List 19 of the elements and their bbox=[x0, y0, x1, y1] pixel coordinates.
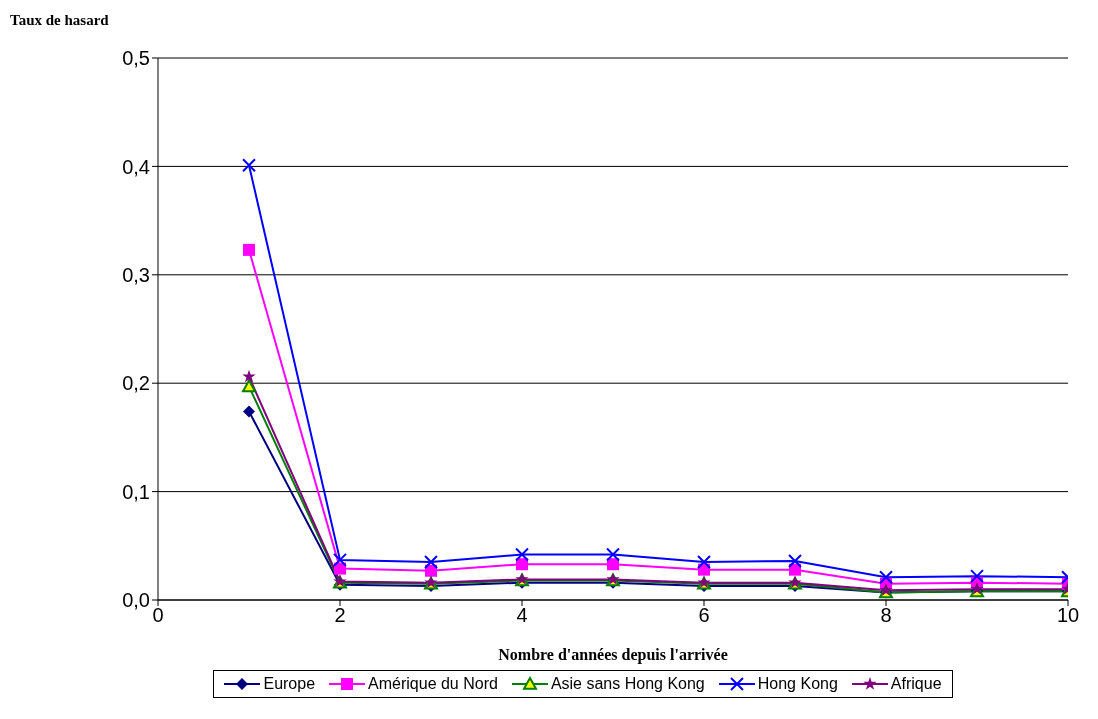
x-tick-label: 8 bbox=[880, 604, 892, 627]
y-tick-label: 0,2 bbox=[122, 372, 150, 395]
y-tick-label: 0,4 bbox=[122, 155, 150, 178]
legend-label: Hong Kong bbox=[757, 675, 838, 693]
x-tick-label: 6 bbox=[698, 604, 710, 627]
x-axis-title: Nombre d'années depuis l'arrivée bbox=[498, 646, 728, 664]
x-tick-label: 10 bbox=[1056, 604, 1080, 627]
y-tick-label: 0,0 bbox=[122, 589, 150, 612]
legend-label: Europe bbox=[263, 675, 316, 693]
legend-label: Asie sans Hong Kong bbox=[550, 675, 705, 693]
x-tick-label: 0 bbox=[152, 604, 164, 627]
x-tick-label: 2 bbox=[334, 604, 346, 627]
y-tick-label: 0,3 bbox=[122, 263, 150, 286]
y-tick-label: 0,1 bbox=[122, 480, 150, 503]
legend-label: Amérique du Nord bbox=[368, 675, 498, 693]
y-tick-label: 0,5 bbox=[122, 47, 150, 70]
y-axis-title: Taux de hasard bbox=[10, 12, 109, 29]
legend-label: Afrique bbox=[890, 675, 942, 693]
x-tick-label: 4 bbox=[516, 604, 528, 627]
